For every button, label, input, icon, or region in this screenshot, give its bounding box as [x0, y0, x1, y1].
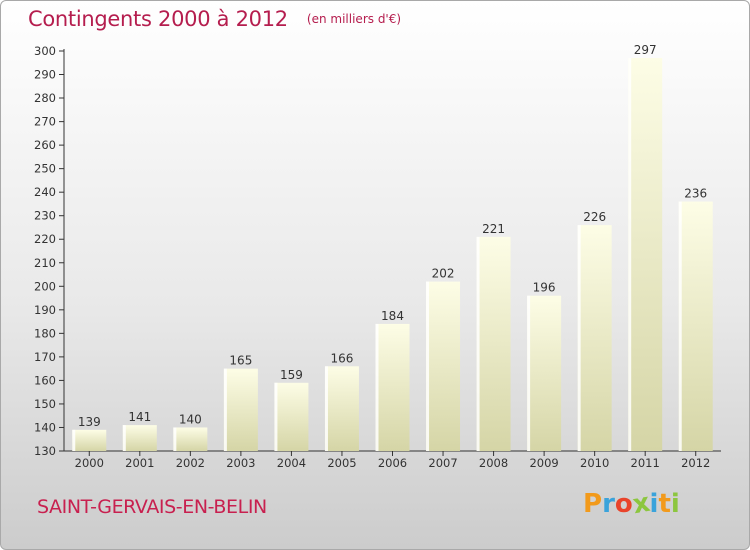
logo-letter: o: [614, 489, 633, 519]
bar-2005: [324, 366, 359, 451]
y-tick-label: 210: [34, 256, 56, 270]
bar-highlight: [426, 281, 430, 451]
bar-highlight: [375, 323, 379, 451]
data-label: 141: [128, 410, 151, 424]
data-label: 140: [179, 412, 202, 426]
bar-highlight: [678, 201, 682, 451]
logo-letter: i: [670, 489, 680, 519]
y-tick-label: 160: [34, 373, 56, 387]
bar-highlight: [122, 425, 126, 451]
data-label: 221: [482, 222, 505, 236]
bar-2001: [122, 425, 157, 451]
y-tick-label: 200: [34, 279, 56, 293]
y-tick-label: 230: [34, 209, 56, 223]
data-label: 159: [280, 368, 303, 382]
y-tick-label: 280: [34, 91, 56, 105]
bar-highlight: [476, 236, 480, 451]
bar-2002: [173, 427, 208, 451]
bar-2010: [577, 225, 612, 451]
proxiti-logo: Proxiti: [583, 488, 680, 520]
bar-highlight: [628, 58, 632, 451]
x-tick-label: 2008: [479, 456, 508, 470]
x-tick-label: 2000: [75, 456, 104, 470]
y-tick-label: 190: [34, 303, 56, 317]
logo-letter: i: [649, 489, 659, 519]
x-tick-label: 2011: [631, 456, 660, 470]
data-label: 139: [78, 415, 101, 429]
y-tick-label: 150: [34, 397, 56, 411]
x-tick-label: 2009: [529, 456, 558, 470]
y-tick-label: 300: [34, 44, 56, 58]
bar-2008: [476, 236, 511, 451]
bar-highlight: [274, 382, 278, 451]
y-tick-label: 250: [34, 162, 56, 176]
data-label: 196: [533, 281, 556, 295]
data-label: 202: [432, 267, 455, 281]
data-label: 226: [583, 210, 606, 224]
bar-2007: [426, 281, 461, 451]
bar-highlight: [72, 429, 76, 451]
y-tick-label: 240: [34, 185, 56, 199]
y-tick-label: 290: [34, 68, 56, 82]
y-tick-label: 140: [34, 420, 56, 434]
data-label: 184: [381, 309, 404, 323]
x-tick-label: 2005: [327, 456, 356, 470]
data-label: 165: [229, 354, 252, 368]
logo-letter: t: [658, 489, 671, 519]
x-tick-label: 2010: [580, 456, 609, 470]
y-tick-label: 220: [34, 232, 56, 246]
title-block: Contingents 2000 à 2012 (en milliers d'€…: [28, 7, 401, 31]
x-tick-label: 2002: [176, 456, 205, 470]
bar-2009: [527, 295, 562, 451]
y-tick-label: 260: [34, 138, 56, 152]
logo-letter: P: [583, 489, 603, 519]
x-tick-label: 2012: [681, 456, 710, 470]
bar-2006: [375, 323, 410, 451]
chart-title: Contingents 2000 à 2012: [28, 7, 288, 31]
y-tick-label: 170: [34, 350, 56, 364]
chart-unit: (en milliers d'€): [306, 12, 402, 26]
y-tick-label: 130: [34, 444, 56, 458]
data-label: 236: [684, 187, 707, 201]
bar-highlight: [324, 366, 328, 451]
y-tick-label: 180: [34, 326, 56, 340]
y-tick-label: 270: [34, 115, 56, 129]
bar-2012: [678, 201, 713, 451]
logo-letter: r: [602, 489, 615, 519]
x-tick-label: 2006: [378, 456, 407, 470]
x-tick-label: 2001: [125, 456, 154, 470]
data-label: 297: [634, 43, 657, 57]
x-tick-label: 2007: [428, 456, 457, 470]
bar-highlight: [173, 427, 177, 451]
commune-name: SAINT-GERVAIS-EN-BELIN: [37, 496, 267, 518]
bar-highlight: [527, 295, 531, 451]
x-tick-label: 2004: [277, 456, 306, 470]
bar-2000: [72, 429, 107, 451]
bar-highlight: [223, 368, 227, 451]
x-tick-label: 2003: [226, 456, 255, 470]
bar-2011: [628, 58, 663, 451]
bar-2003: [223, 368, 258, 451]
bar-highlight: [577, 225, 581, 451]
data-label: 166: [331, 351, 354, 365]
bar-2004: [274, 382, 309, 451]
